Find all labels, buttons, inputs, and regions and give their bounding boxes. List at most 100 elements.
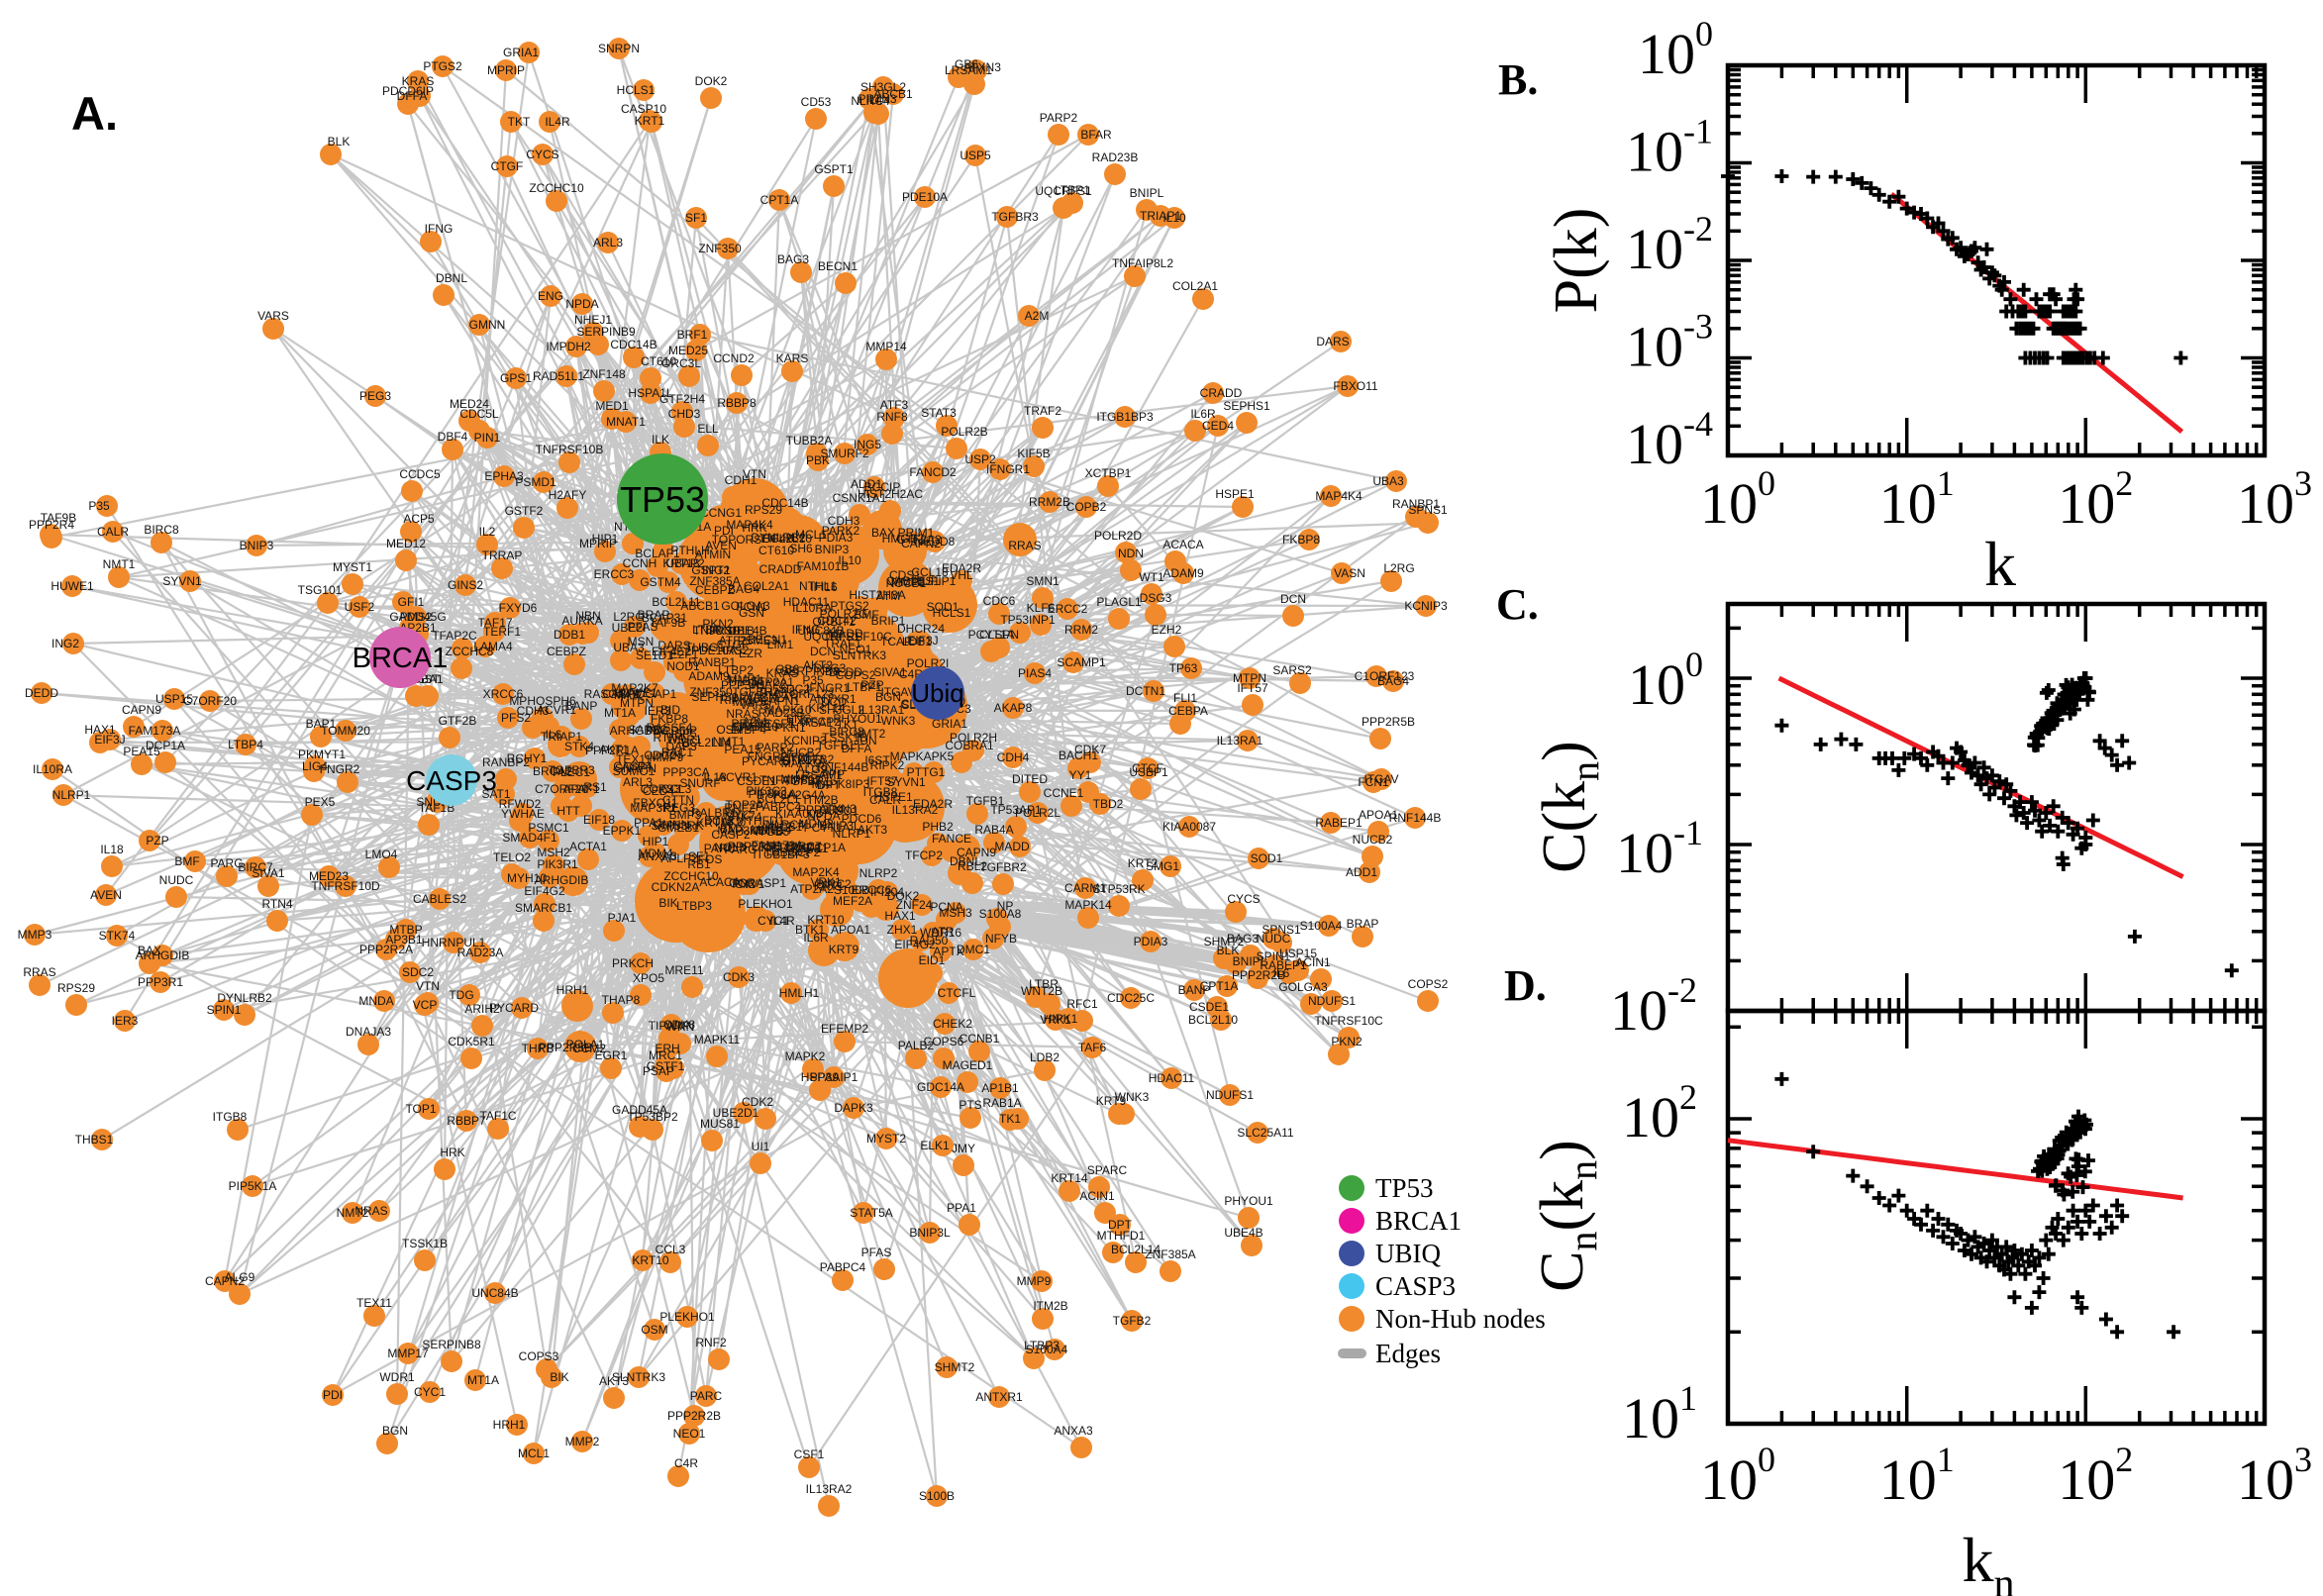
svg-text:HSPE1: HSPE1 xyxy=(1215,487,1255,501)
svg-text:IL13RA2: IL13RA2 xyxy=(806,1482,853,1496)
svg-text:DNAJA3: DNAJA3 xyxy=(346,1025,391,1039)
svg-text:GRIA1: GRIA1 xyxy=(503,46,539,59)
svg-text:HAX1: HAX1 xyxy=(884,909,916,923)
svg-text:DCTN1: DCTN1 xyxy=(1126,684,1165,698)
svg-text:DCP1A: DCP1A xyxy=(806,841,846,854)
svg-text:TP53: TP53 xyxy=(1375,1173,1434,1203)
svg-text:TGFB1: TGFB1 xyxy=(817,739,856,752)
svg-text:L2RG: L2RG xyxy=(1383,561,1414,575)
svg-text:CHEK2: CHEK2 xyxy=(933,1017,972,1031)
svg-text:COPB2: COPB2 xyxy=(1066,500,1107,514)
svg-text:NDN: NDN xyxy=(1118,547,1144,560)
svg-text:PFS2: PFS2 xyxy=(501,711,531,725)
svg-text:ITGB8: ITGB8 xyxy=(213,1110,248,1124)
svg-text:TUBB2A: TUBB2A xyxy=(786,434,833,448)
svg-text:IL18: IL18 xyxy=(100,843,124,856)
svg-text:ARHGDIB: ARHGDIB xyxy=(535,873,589,887)
svg-text:CASP3: CASP3 xyxy=(406,765,497,796)
svg-text:RBBP7: RBBP7 xyxy=(447,1114,486,1128)
svg-text:AP1B1: AP1B1 xyxy=(981,1081,1019,1095)
svg-text:EIF18: EIF18 xyxy=(583,813,615,827)
svg-text:MAGED1: MAGED1 xyxy=(943,1058,993,1072)
svg-text:RNF2: RNF2 xyxy=(695,1336,727,1349)
svg-text:HMLH1: HMLH1 xyxy=(779,986,820,1000)
svg-text:CDK3: CDK3 xyxy=(723,970,755,984)
svg-text:PSMD1: PSMD1 xyxy=(515,475,556,489)
svg-text:NUCB1: NUCB1 xyxy=(762,820,803,834)
svg-text:CRADD: CRADD xyxy=(759,562,802,576)
svg-text:B.: B. xyxy=(1498,55,1538,104)
svg-text:HUWE1: HUWE1 xyxy=(50,579,94,593)
svg-text:SPIN1: SPIN1 xyxy=(207,1003,242,1017)
svg-text:KCNIP3: KCNIP3 xyxy=(1404,599,1448,613)
svg-text:ITGAV: ITGAV xyxy=(1364,772,1398,786)
svg-text:BIK: BIK xyxy=(550,1370,568,1384)
svg-text:VCP: VCP xyxy=(413,998,438,1012)
svg-text:NRAS: NRAS xyxy=(354,1204,387,1218)
svg-text:LIG4: LIG4 xyxy=(302,759,328,773)
svg-text:TFCP2: TFCP2 xyxy=(905,848,943,862)
svg-text:HIP1: HIP1 xyxy=(643,835,669,848)
svg-text:PKN2: PKN2 xyxy=(1331,1035,1363,1048)
svg-text:BECN1: BECN1 xyxy=(748,633,787,647)
svg-text:D.: D. xyxy=(1504,961,1547,1010)
svg-text:ADAM9: ADAM9 xyxy=(688,669,730,683)
svg-text:JMY: JMY xyxy=(952,1142,975,1155)
svg-text:LTBP3: LTBP3 xyxy=(676,899,712,913)
svg-text:CAPN9: CAPN9 xyxy=(122,703,161,717)
svg-text:SLNTRK3: SLNTRK3 xyxy=(612,1370,665,1384)
svg-text:PSMC1: PSMC1 xyxy=(528,821,569,835)
svg-text:ITM2B: ITM2B xyxy=(1033,1299,1067,1313)
svg-text:BLK: BLK xyxy=(328,135,351,149)
svg-text:USP5: USP5 xyxy=(960,149,991,162)
svg-text:TGFB2: TGFB2 xyxy=(1113,1314,1152,1328)
svg-text:PJA1: PJA1 xyxy=(608,911,637,925)
svg-text:CTGF: CTGF xyxy=(491,159,524,173)
svg-text:NUCB2: NUCB2 xyxy=(1353,833,1393,847)
svg-text:VTN: VTN xyxy=(743,467,766,481)
svg-text:BIRC8: BIRC8 xyxy=(144,523,179,537)
svg-text:CDK2: CDK2 xyxy=(742,1095,773,1109)
svg-text:CABLES2: CABLES2 xyxy=(413,892,466,906)
svg-text:PTGS2: PTGS2 xyxy=(423,59,462,73)
svg-text:ZNF350: ZNF350 xyxy=(698,242,742,255)
svg-text:POLR2B: POLR2B xyxy=(941,425,987,439)
svg-text:TOP1: TOP1 xyxy=(405,1102,436,1116)
svg-text:UI1: UI1 xyxy=(752,1140,770,1153)
svg-text:XRCC6: XRCC6 xyxy=(483,687,524,701)
svg-text:SPNS1: SPNS1 xyxy=(1408,503,1448,517)
svg-text:PRKCH: PRKCH xyxy=(612,956,654,970)
svg-text:DDB1: DDB1 xyxy=(554,628,585,642)
svg-text:ACIN1: ACIN1 xyxy=(1079,1189,1115,1203)
svg-text:TK1: TK1 xyxy=(999,1112,1021,1126)
svg-text:PRTN3: PRTN3 xyxy=(731,717,769,731)
svg-text:PDCD6IP: PDCD6IP xyxy=(382,84,434,98)
svg-text:RFC1: RFC1 xyxy=(1066,997,1098,1011)
svg-text:SARS2: SARS2 xyxy=(1272,663,1312,677)
svg-text:GOLGA3: GOLGA3 xyxy=(1278,980,1328,994)
svg-text:RNF8: RNF8 xyxy=(876,410,908,424)
svg-text:SERPINB9: SERPINB9 xyxy=(576,325,636,339)
svg-text:SNURF: SNURF xyxy=(679,776,720,790)
svg-text:A.: A. xyxy=(71,87,118,140)
svg-text:AP3B1: AP3B1 xyxy=(385,933,423,947)
svg-text:BAG3: BAG3 xyxy=(1227,932,1259,946)
svg-text:RRM2: RRM2 xyxy=(1064,623,1098,637)
svg-text:WT1: WT1 xyxy=(1139,570,1164,584)
svg-text:PDCD6IP: PDCD6IP xyxy=(646,724,697,738)
svg-text:TRAF2: TRAF2 xyxy=(1024,404,1061,418)
svg-text:PLAGL1: PLAGL1 xyxy=(1096,595,1142,609)
svg-text:GTF2B: GTF2B xyxy=(439,714,477,728)
svg-text:PPP2R4: PPP2R4 xyxy=(29,518,74,532)
svg-text:C4R: C4R xyxy=(674,1456,698,1470)
svg-text:DARS: DARS xyxy=(1316,335,1349,349)
svg-text:CDK5R1: CDK5R1 xyxy=(448,1035,495,1048)
svg-text:MMP17: MMP17 xyxy=(387,1347,429,1360)
svg-text:PPP3R1: PPP3R1 xyxy=(138,975,183,989)
svg-text:ELK1: ELK1 xyxy=(920,1139,950,1152)
svg-text:USP15: USP15 xyxy=(1279,947,1317,960)
svg-text:SNRPN: SNRPN xyxy=(598,42,640,55)
svg-text:C.: C. xyxy=(1496,580,1539,629)
svg-text:RAB4A: RAB4A xyxy=(974,823,1013,837)
svg-text:SCAMP1: SCAMP1 xyxy=(1057,655,1106,669)
